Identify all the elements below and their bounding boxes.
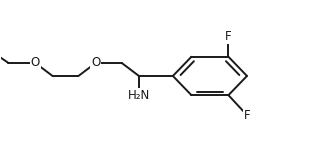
Text: O: O [31,56,40,69]
Text: F: F [244,109,250,122]
Text: H₂N: H₂N [128,89,150,102]
Text: O: O [91,56,100,69]
Text: F: F [225,30,232,43]
